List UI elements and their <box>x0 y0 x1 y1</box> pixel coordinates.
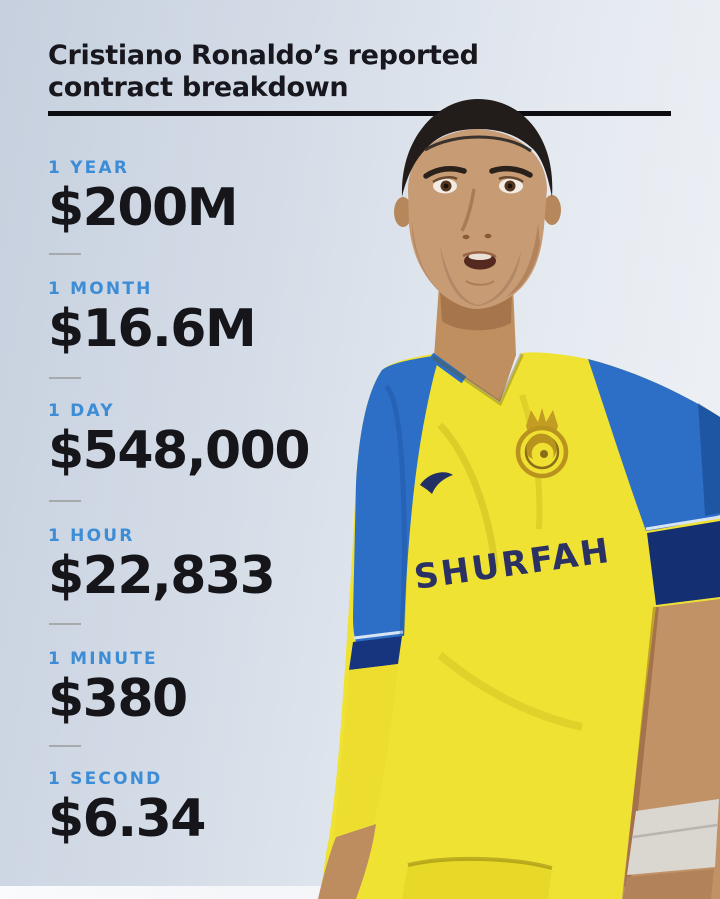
breakdown-item-value: $200M <box>48 178 238 238</box>
breakdown-item-label: 1 MINUTE <box>48 649 158 669</box>
item-divider <box>49 500 81 502</box>
item-divider <box>49 253 81 255</box>
breakdown-item-second: 1 SECOND $6.34 <box>48 769 206 849</box>
left-ear <box>394 197 412 227</box>
breakdown-item-year: 1 YEAR $200M <box>48 158 238 238</box>
brand-logo-icon <box>420 472 453 494</box>
club-crest-icon <box>515 408 569 479</box>
breakdown-item-value: $16.6M <box>48 299 257 359</box>
breakdown-item-value: $6.34 <box>48 789 206 849</box>
item-divider <box>49 377 81 379</box>
right-forearm <box>622 599 720 899</box>
title-line-2: contract breakdown <box>48 72 349 104</box>
wristband <box>627 799 719 875</box>
item-divider <box>49 623 81 625</box>
left-cuff <box>349 636 402 670</box>
breakdown-item-label: 1 DAY <box>48 401 115 421</box>
page-title: Cristiano Ronaldo’s reported contract bre… <box>48 40 479 105</box>
left-sleeve <box>353 355 440 642</box>
breakdown-item-label: 1 MONTH <box>48 279 153 299</box>
jersey <box>320 352 720 899</box>
title-line-1: Cristiano Ronaldo’s reported <box>48 40 479 71</box>
breakdown-item-value: $22,833 <box>48 546 276 606</box>
breakdown-item-month: 1 MONTH $16.6M <box>48 279 257 359</box>
left-hand <box>318 824 376 899</box>
breakdown-item-day: 1 DAY $548,000 <box>48 401 311 481</box>
breakdown-item-hour: 1 HOUR $22,833 <box>48 526 276 606</box>
breakdown-item-label: 1 SECOND <box>48 769 163 789</box>
player-face <box>394 99 561 309</box>
breakdown-item-label: 1 HOUR <box>48 526 135 546</box>
breakdown-item-label: 1 YEAR <box>48 158 130 178</box>
breakdown-item-minute: 1 MINUTE $380 <box>48 649 188 729</box>
shorts <box>402 858 552 899</box>
player-neck <box>428 285 524 407</box>
breakdown-item-value: $548,000 <box>48 421 311 481</box>
player-hair <box>401 99 553 197</box>
captain-armband <box>647 521 720 605</box>
right-ear <box>543 195 561 225</box>
player-photo: SHURFAH <box>318 99 720 899</box>
title-underline <box>48 111 671 116</box>
item-divider <box>49 745 81 747</box>
breakdown-list: 1 YEAR $200M 1 MONTH $16.6M 1 DAY $548,0… <box>48 158 311 849</box>
right-sleeve <box>588 359 720 531</box>
breakdown-item-value: $380 <box>48 669 188 729</box>
